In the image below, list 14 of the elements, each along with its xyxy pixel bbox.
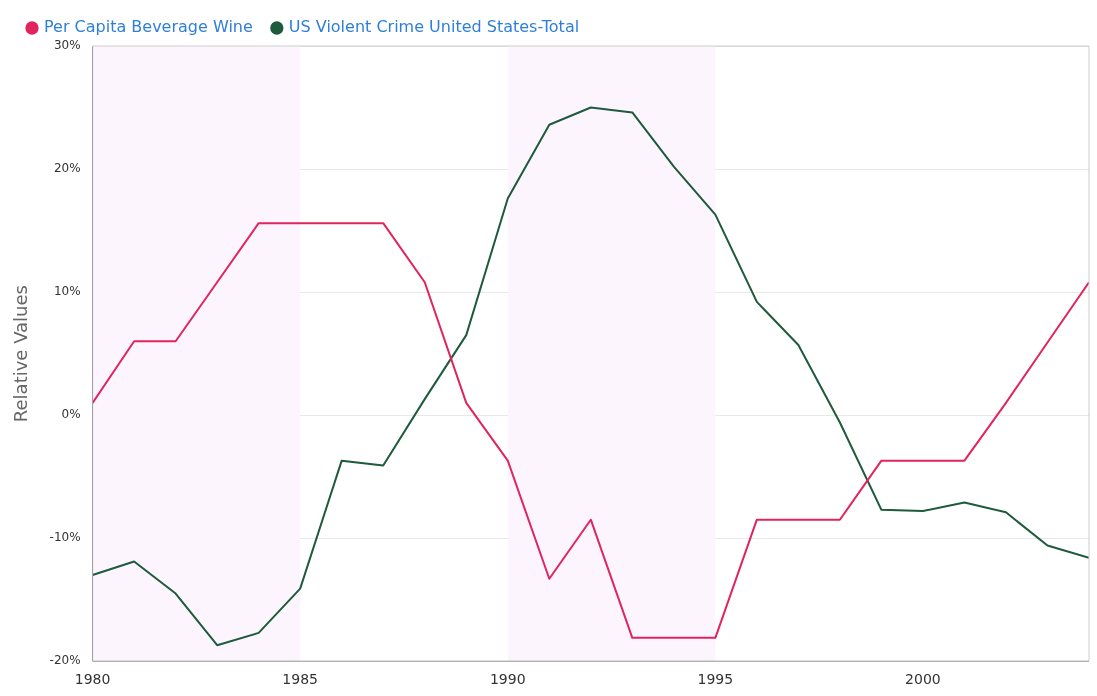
y-tick-label: 20%	[53, 161, 81, 176]
y-tick-label: 30%	[53, 38, 81, 53]
y-tick-label: 10%	[53, 284, 81, 299]
y-tick-label: 0%	[61, 407, 81, 422]
legend-label: Per Capita Beverage Wine	[44, 17, 253, 37]
x-tick-label: 1990	[489, 671, 526, 688]
y-tick-label: -20%	[49, 653, 81, 668]
x-tick-label: 1980	[74, 671, 111, 688]
x-tick-label: 1985	[282, 671, 319, 688]
x-tick-label: 2000	[905, 671, 941, 688]
y-tick-label: -10%	[49, 530, 81, 545]
y-axis-title: Relative Values	[10, 285, 32, 423]
legend-label: US Violent Crime United States-Total	[288, 17, 580, 37]
x-tick-label: 1995	[697, 671, 734, 688]
